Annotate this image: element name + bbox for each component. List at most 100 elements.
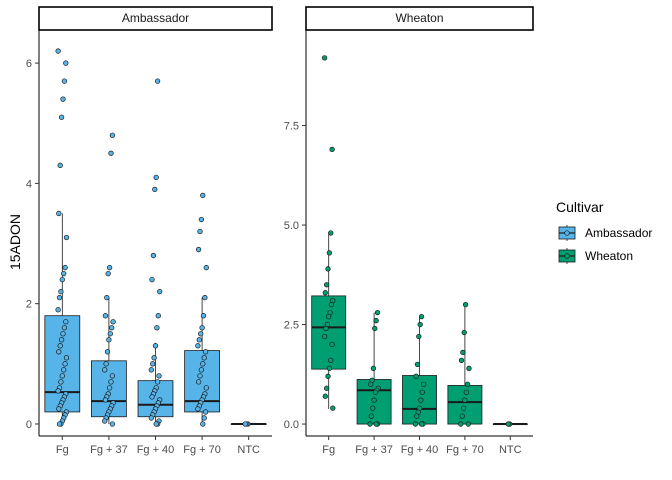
box-ntc <box>230 421 267 427</box>
box-fg-37 <box>356 309 392 427</box>
legend-entry-wheaton: Wheaton <box>558 248 633 264</box>
data-point <box>102 397 109 403</box>
data-point <box>419 389 425 395</box>
data-point <box>324 385 330 391</box>
data-point <box>195 343 201 349</box>
data-point <box>458 421 464 427</box>
data-point <box>57 343 63 349</box>
data-point <box>414 361 421 368</box>
data-point <box>61 78 68 84</box>
box-fg-70 <box>447 301 483 427</box>
data-point <box>149 276 155 283</box>
data-point <box>418 397 424 403</box>
data-point <box>63 234 70 241</box>
data-point <box>58 114 65 120</box>
y-tick-label: 0.0 <box>284 419 299 431</box>
data-point <box>200 361 206 367</box>
data-point <box>462 397 468 403</box>
data-point <box>200 192 206 199</box>
y-axis-label: 15ADON <box>7 214 23 270</box>
x-tick-label: Fg + 37 <box>90 444 128 456</box>
data-point <box>108 379 114 385</box>
data-point <box>55 307 61 313</box>
data-point <box>109 373 116 379</box>
data-point <box>460 405 467 411</box>
facet-title: Ambassador <box>122 11 189 25</box>
data-point <box>198 367 205 373</box>
legend: Cultivar Ambassador Wheaton <box>556 199 652 264</box>
data-point <box>154 78 161 84</box>
data-point <box>106 264 113 271</box>
x-tick-label: NTC <box>499 444 522 456</box>
data-point <box>325 373 331 379</box>
data-point <box>104 295 110 301</box>
facet-strip <box>305 6 534 31</box>
facet-0: Ambassador 0 2 4 6 Fg Fg + 37 Fg + 40 Fg + 70 NTC <box>26 6 273 456</box>
data-point <box>201 355 207 361</box>
data-point <box>109 325 115 331</box>
data-point <box>197 228 203 235</box>
box-ntc <box>492 421 528 427</box>
data-point <box>156 373 162 379</box>
data-point <box>505 421 511 427</box>
y-tick-label: 2 <box>26 299 32 311</box>
data-point <box>202 349 209 355</box>
data-point <box>103 361 109 367</box>
data-point <box>58 288 64 295</box>
data-point <box>412 421 419 427</box>
data-point <box>104 349 111 355</box>
data-point <box>373 317 379 324</box>
data-point <box>198 216 205 223</box>
data-point <box>149 394 155 400</box>
data-point <box>370 365 377 371</box>
data-point <box>106 337 112 343</box>
data-point <box>60 96 66 102</box>
data-point <box>321 333 328 340</box>
data-point <box>462 301 469 308</box>
data-point <box>202 409 209 415</box>
y-tick-label: 2.5 <box>284 320 299 332</box>
data-point <box>108 150 114 156</box>
data-point <box>463 389 469 395</box>
data-point <box>201 415 207 421</box>
facet-title: Wheaton <box>395 11 443 25</box>
data-point <box>417 321 423 328</box>
data-point <box>154 379 161 385</box>
x-tick-label: Fg + 70 <box>183 444 221 456</box>
data-point <box>150 252 157 259</box>
data-point <box>61 367 67 373</box>
data-point <box>155 313 161 319</box>
data-point <box>200 313 207 319</box>
legend-entry-ambassador: Ambassador <box>558 225 652 241</box>
legend-label: Wheaton <box>585 249 633 263</box>
data-point <box>328 301 335 308</box>
data-point <box>55 388 61 394</box>
data-point <box>373 421 379 427</box>
data-point <box>56 349 62 355</box>
data-point <box>195 406 201 412</box>
data-point <box>151 355 157 361</box>
data-point <box>465 421 471 427</box>
data-point <box>195 246 202 253</box>
facet-strip <box>38 6 273 31</box>
y-tick-label: 4 <box>26 178 32 190</box>
data-point <box>58 379 64 385</box>
data-point <box>62 264 68 271</box>
data-point <box>197 373 203 379</box>
data-point <box>199 325 205 331</box>
data-point <box>56 295 63 301</box>
data-point <box>58 337 65 343</box>
data-point <box>326 250 333 256</box>
data-point <box>418 421 425 427</box>
box-fg-37 <box>91 132 127 427</box>
box-fg-70 <box>184 192 220 427</box>
data-point <box>329 341 335 348</box>
data-point <box>368 381 374 387</box>
data-point <box>202 295 208 301</box>
data-point <box>56 421 63 427</box>
data-point <box>105 270 111 277</box>
legend-key-point <box>564 230 570 236</box>
data-point <box>418 313 425 320</box>
x-tick-label: Fg + 40 <box>401 444 439 456</box>
